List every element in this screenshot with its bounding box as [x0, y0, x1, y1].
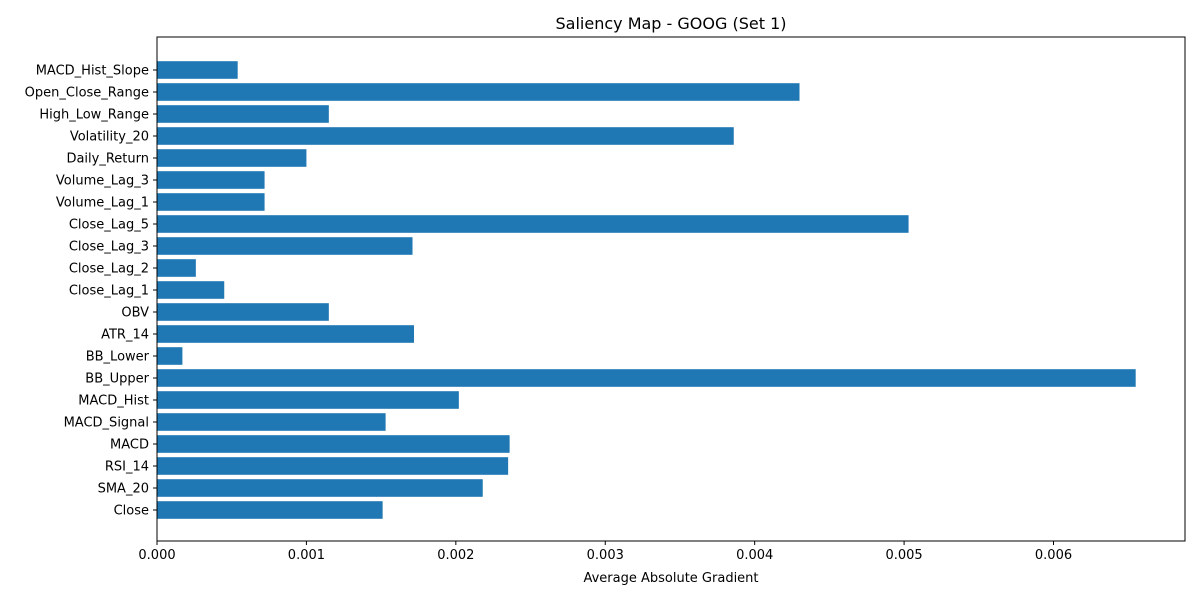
y-tick-label: Close_Lag_5 [69, 218, 149, 233]
bar-macd-signal [157, 413, 386, 431]
bar-open-close-range [157, 83, 800, 101]
bar-volume-lag-1 [157, 193, 265, 211]
x-axis-ticks: 0.000 0.001 0.002 0.003 0.004 0.005 0.006 [138, 541, 1072, 563]
y-tick-label: Close_Lag_2 [69, 262, 149, 277]
x-tick-label: 0.005 [885, 548, 922, 563]
bar-close-lag-2 [157, 259, 196, 277]
y-tick-label: MACD_Hist_Slope [36, 64, 149, 79]
bar-daily-return [157, 149, 307, 167]
chart-title: Saliency Map - GOOG (Set 1) [556, 14, 787, 33]
bar-close-lag-1 [157, 281, 225, 299]
y-axis-ticks: Close SMA_20 RSI_14 MACD MACD_Signal MACD_His… [25, 64, 157, 519]
y-tick-label: MACD_Signal [64, 416, 149, 431]
x-tick-label: 0.003 [587, 548, 624, 563]
y-tick-label: MACD [110, 438, 149, 453]
y-tick-label: Volume_Lag_3 [56, 174, 149, 189]
x-tick-label: 0.004 [736, 548, 773, 563]
bar-volume-lag-3 [157, 171, 265, 189]
x-tick-label: 0.006 [1035, 548, 1072, 563]
bar-macd-hist-slope [157, 61, 238, 79]
bar-volatility-20 [157, 127, 734, 145]
bar-close-lag-5 [157, 215, 909, 233]
y-tick-label: Open_Close_Range [25, 86, 149, 101]
y-tick-label: Volume_Lag_1 [56, 196, 149, 211]
bar-bb-lower [157, 347, 183, 365]
bar-atr-14 [157, 325, 414, 343]
y-tick-label: MACD_Hist [78, 394, 149, 409]
y-tick-label: SMA_20 [98, 482, 149, 497]
y-tick-label: BB_Lower [86, 350, 150, 365]
y-tick-label: OBV [121, 306, 149, 321]
plot-frame [156, 36, 1186, 542]
bar-bb-upper [157, 369, 1136, 387]
x-tick-label: 0.001 [288, 548, 325, 563]
y-tick-label: BB_Upper [85, 372, 149, 387]
bar-obv [157, 303, 329, 321]
y-tick-label: Close_Lag_3 [69, 240, 149, 255]
y-tick-label: Volatility_20 [70, 130, 149, 145]
y-tick-label: Daily_Return [66, 152, 149, 167]
bar-macd [157, 435, 510, 453]
bar-close-lag-3 [157, 237, 413, 255]
bar-sma-20 [157, 479, 483, 497]
y-tick-label: High_Low_Range [39, 108, 149, 123]
y-tick-label: ATR_14 [101, 328, 149, 343]
x-tick-label: 0.000 [138, 548, 175, 563]
y-tick-label: Close [114, 504, 149, 519]
bar-close [157, 501, 383, 519]
y-tick-label: RSI_14 [105, 460, 149, 475]
x-tick-label: 0.002 [437, 548, 474, 563]
x-axis-label: Average Absolute Gradient [583, 571, 758, 586]
bar-high-low-range [157, 105, 329, 123]
bar-macd-hist [157, 391, 459, 409]
bar-rsi-14 [157, 457, 509, 475]
bars-group [157, 61, 1136, 519]
y-tick-label: Close_Lag_1 [69, 284, 149, 299]
